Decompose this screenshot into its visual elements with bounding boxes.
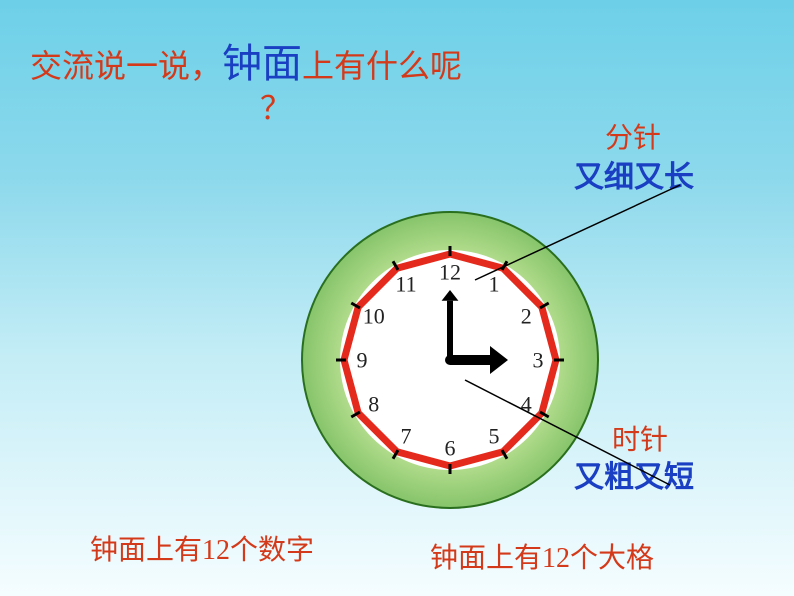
clock: 121234567891011 <box>250 160 550 460</box>
svg-text:5: 5 <box>489 424 500 449</box>
title-part3: 上有什么呢 <box>302 48 462 84</box>
title-part1: 交流说一说， <box>30 48 222 84</box>
svg-text:2: 2 <box>521 304 532 329</box>
svg-text:7: 7 <box>401 424 412 449</box>
svg-text:8: 8 <box>368 392 379 417</box>
svg-text:11: 11 <box>395 271 416 296</box>
title-qmark: ？ <box>260 86 292 131</box>
svg-text:12: 12 <box>439 260 461 285</box>
svg-text:10: 10 <box>363 304 385 329</box>
svg-text:3: 3 <box>533 348 544 373</box>
minute-label-name: 分针 <box>605 116 661 156</box>
svg-text:6: 6 <box>445 436 456 461</box>
svg-text:9: 9 <box>357 348 368 373</box>
title-part2: 钟面 <box>222 41 302 86</box>
svg-text:1: 1 <box>489 271 500 296</box>
title: 交流说一说，钟面上有什么呢 ？ <box>30 36 462 92</box>
clock-svg: 121234567891011 <box>250 160 750 560</box>
